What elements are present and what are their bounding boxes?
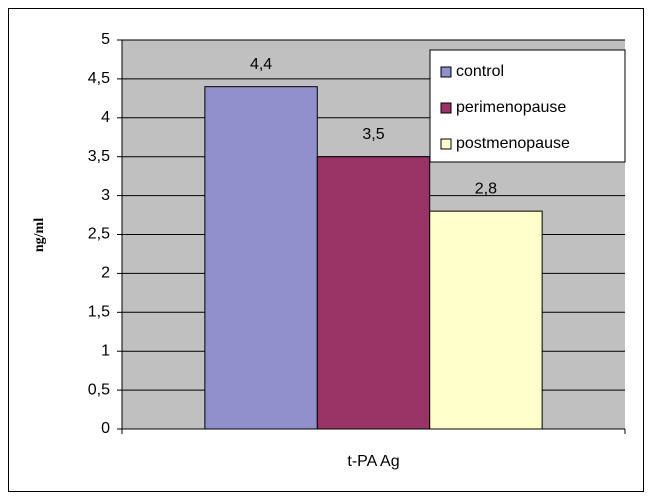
- y-tick-label: 1,5: [88, 304, 110, 321]
- y-tick-label: 2,5: [88, 226, 110, 243]
- legend-swatch: [440, 138, 452, 150]
- legend-label: control: [456, 63, 504, 80]
- bar: [429, 210, 543, 430]
- x-tick-label: t-PA Ag: [347, 453, 399, 470]
- y-tick-label: 3: [101, 187, 110, 204]
- y-tick-label: 0,5: [88, 381, 110, 398]
- legend-label: postmenopause: [456, 135, 570, 152]
- y-axis-label: ng/ml: [32, 218, 47, 252]
- value-label: 3,5: [362, 126, 384, 143]
- legend-swatch: [440, 66, 452, 78]
- y-tick-label: 5: [101, 31, 110, 48]
- bar: [204, 86, 318, 430]
- bar: [316, 156, 431, 430]
- y-tick-label: 0: [101, 420, 110, 437]
- legend-label: perimenopause: [456, 99, 566, 116]
- y-tick-label: 3,5: [88, 148, 110, 165]
- y-tick-label: 1: [101, 342, 110, 359]
- value-label: 4,4: [250, 56, 272, 73]
- legend-box: [429, 49, 626, 163]
- legend-swatch: [440, 102, 452, 114]
- value-label: 2,8: [475, 180, 497, 197]
- y-tick-label: 2: [101, 265, 110, 282]
- y-tick-label: 4,5: [88, 70, 110, 87]
- y-tick-label: 4: [101, 109, 110, 126]
